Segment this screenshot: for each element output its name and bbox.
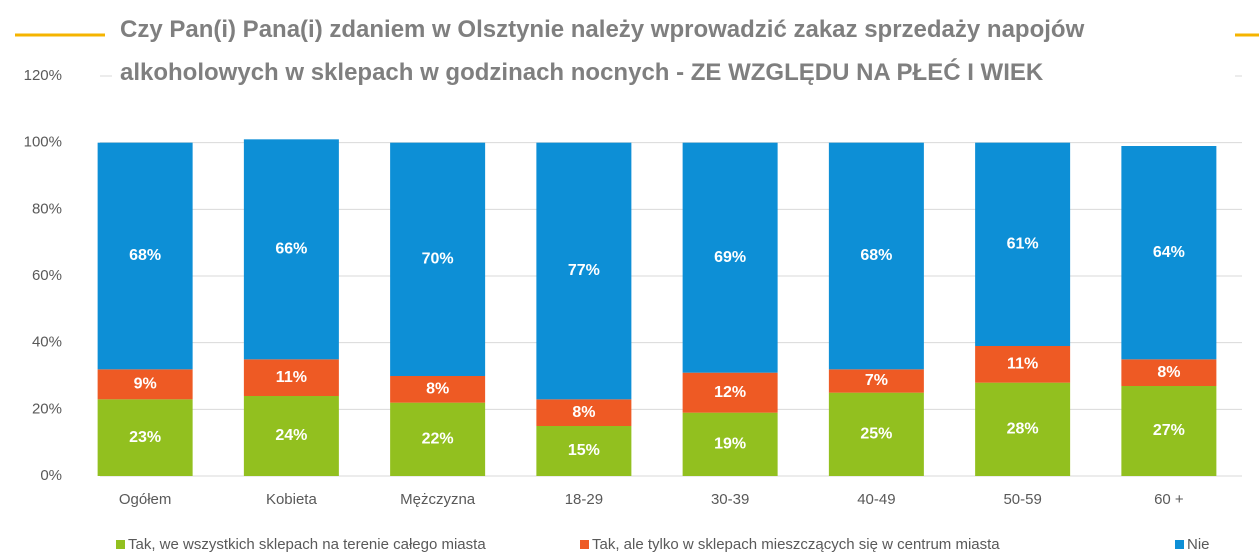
chart-title: Czy Pan(i) Pana(i) zdaniem w Olsztynie n… [112, 8, 1235, 94]
y-tick-label: 20% [32, 400, 62, 417]
bar-segment [975, 382, 1071, 476]
bar-segment [536, 142, 632, 400]
data-label: 66% [275, 241, 307, 258]
data-label: 12% [714, 384, 746, 401]
y-tick-label: 120% [24, 67, 62, 84]
bar-segment [536, 426, 632, 476]
bar-segment [682, 142, 778, 373]
legend-label: Tak, ale tylko w sklepach mieszczących s… [592, 536, 1000, 553]
y-tick-label: 100% [24, 134, 62, 151]
bar-segment [97, 399, 193, 476]
bar-segment [243, 359, 339, 396]
bar-segment [1121, 386, 1217, 476]
data-label: 15% [568, 442, 600, 459]
data-label: 68% [860, 247, 892, 264]
data-label: 64% [1153, 244, 1185, 261]
x-tick-label: Ogółem [119, 491, 172, 508]
bar-segment [390, 376, 486, 403]
data-label: 11% [276, 369, 307, 386]
y-tick-label: 60% [32, 267, 62, 284]
x-tick-label: 30-39 [711, 491, 749, 508]
bar-segment [243, 139, 339, 360]
bar-segment [682, 412, 778, 476]
bar-segment [1121, 146, 1217, 360]
bar-segment [975, 346, 1071, 383]
legend-label: Tak, we wszystkich sklepach na terenie c… [128, 536, 486, 553]
y-tick-label: 80% [32, 200, 62, 217]
data-label: 70% [422, 251, 454, 268]
x-tick-label: Mężczyzna [400, 491, 476, 508]
data-label: 23% [129, 429, 161, 446]
data-label: 24% [275, 427, 307, 444]
x-tick-label: 50-59 [1003, 491, 1041, 508]
bar-segment [828, 369, 924, 393]
bar-segment [682, 372, 778, 413]
data-label: 9% [134, 376, 157, 393]
legend-label: Nie [1187, 536, 1210, 553]
legend-swatch [580, 540, 589, 549]
data-label: 61% [1007, 236, 1039, 253]
bar-segment [828, 392, 924, 476]
legend-swatch [1175, 540, 1184, 549]
data-label: 8% [426, 381, 449, 398]
bar-segment [975, 142, 1071, 346]
data-label: 77% [568, 262, 600, 279]
bar-segment [828, 142, 924, 370]
bar-segment [536, 399, 632, 426]
y-tick-label: 0% [40, 467, 62, 484]
data-label: 68% [129, 247, 161, 264]
data-label: 7% [865, 372, 888, 389]
bar-segment [390, 402, 486, 476]
data-label: 28% [1007, 421, 1039, 438]
x-tick-label: Kobieta [266, 491, 318, 508]
x-tick-label: 18-29 [565, 491, 603, 508]
data-label: 8% [572, 404, 595, 421]
x-tick-label: 40-49 [857, 491, 895, 508]
data-label: 8% [1157, 364, 1180, 381]
data-label: 11% [1007, 356, 1038, 373]
data-label: 19% [714, 436, 746, 453]
bar-segment [1121, 359, 1217, 386]
legend-swatch [116, 540, 125, 549]
data-label: 69% [714, 249, 746, 266]
bar-segment [97, 369, 193, 400]
data-label: 27% [1153, 422, 1185, 439]
bar-segment [97, 142, 193, 370]
data-label: 22% [422, 431, 454, 448]
x-tick-label: 60 + [1154, 491, 1184, 508]
bar-segment [243, 396, 339, 476]
y-tick-label: 40% [32, 334, 62, 351]
bar-segment [390, 142, 486, 376]
data-label: 25% [860, 426, 892, 443]
